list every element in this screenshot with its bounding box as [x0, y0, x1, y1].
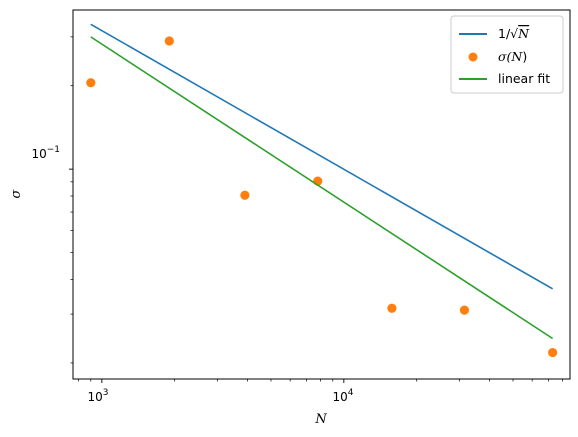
data-point-n-0: [86, 78, 96, 88]
data-point-n-6: [548, 347, 558, 358]
data-point-n-1: [164, 36, 174, 46]
plot-area: [86, 23, 558, 358]
data-point-n-2: [240, 190, 250, 200]
legend-box: [450, 15, 564, 94]
legend-label-inverse-sqrt: 1/√N: [498, 26, 530, 41]
data-point-n-5: [459, 305, 470, 315]
legend-label-sigma: σ(N): [498, 49, 527, 64]
legend: 1/√N σ(N) linear fit: [450, 15, 564, 94]
y-axis-title: σ: [9, 188, 24, 198]
ticks: [69, 36, 563, 383]
legend-handle-sigma: [468, 52, 478, 62]
data-point-n-4: [387, 303, 397, 313]
axes-frame: [72, 9, 571, 380]
y-tick-label-0.1: 10−1: [31, 145, 60, 161]
legend-label-linear-fit: linear fit: [498, 71, 550, 86]
x-tick-label-1000: 103: [87, 388, 108, 404]
x-axis-title: N: [314, 412, 327, 427]
x-tick-label-10000: 104: [332, 388, 353, 404]
series-line-linear-fit: [90, 36, 554, 340]
series-line-1-n: [90, 23, 554, 290]
